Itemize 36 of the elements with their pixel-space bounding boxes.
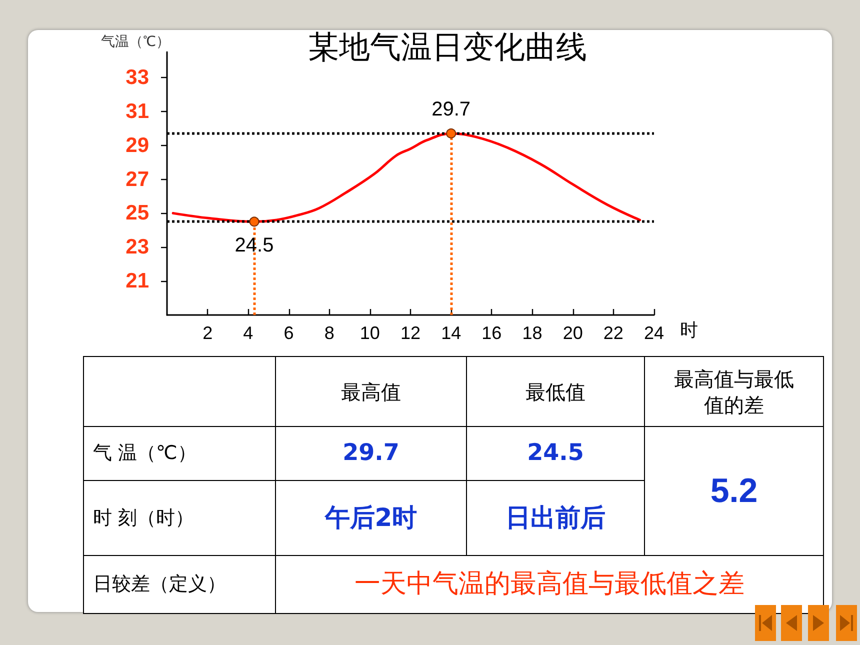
y-tick-label: 27	[126, 168, 149, 191]
data-label: 29.7	[432, 98, 471, 120]
x-tick-label: 2	[202, 323, 213, 343]
x-tick-label: 6	[284, 323, 294, 343]
y-tick-label: 21	[126, 270, 150, 293]
text: 气 温（℃）	[84, 426, 276, 480]
x-tick-label: 22	[603, 323, 624, 343]
text: 最低值	[466, 356, 644, 426]
x-tick-label: 14	[441, 323, 462, 343]
x-tick-label: 12	[400, 323, 421, 343]
y-tick-label: 25	[126, 202, 150, 225]
text: 最高值与最低值的差	[644, 356, 824, 426]
text: 日较差（定义）	[84, 556, 276, 614]
data-label: 24.5	[234, 234, 274, 257]
x-tick-label: 10	[360, 323, 380, 343]
x-tick-label: 4	[243, 323, 254, 343]
text: 29.7	[276, 426, 466, 480]
text: 最高值	[276, 356, 466, 426]
x-tick-label: 16	[482, 323, 502, 343]
x-tick-label: 8	[324, 323, 334, 343]
x-tick-label: 20	[562, 323, 583, 343]
x-axis-title: 时	[680, 320, 698, 340]
y-tick-label: 29	[126, 134, 149, 157]
text: 午后2时	[276, 480, 466, 556]
y-tick-label: 31	[126, 100, 150, 123]
y-axis-title: 气温（℃）	[101, 33, 170, 49]
y-tick-label: 23	[126, 236, 149, 259]
text: 日出前后	[466, 480, 644, 556]
chart-title: 某地气温日变化曲线	[308, 30, 587, 66]
text: 5.2	[644, 426, 824, 556]
text: 时 刻（时）	[84, 480, 276, 556]
text: 一天中气温的最高值与最低值之差	[276, 556, 824, 614]
x-tick-label: 18	[522, 323, 542, 343]
x-tick-label: 24	[644, 323, 664, 343]
text: 24.5	[466, 426, 644, 480]
y-tick-label: 33	[126, 66, 149, 89]
